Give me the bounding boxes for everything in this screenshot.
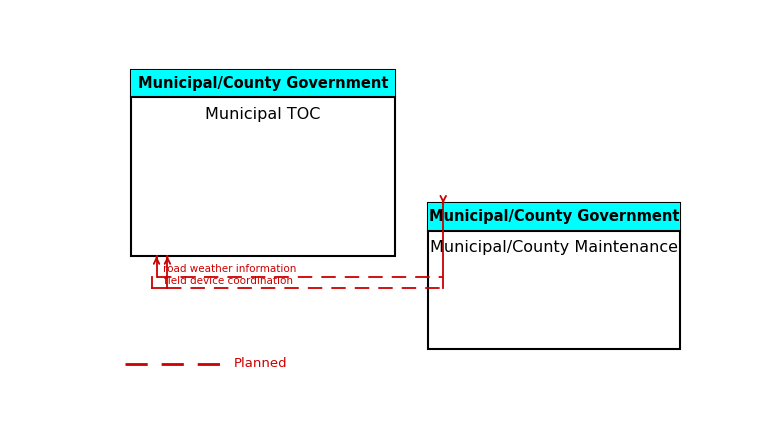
Text: Municipal/County Government: Municipal/County Government (429, 209, 679, 224)
Bar (131, 69, 395, 97)
Bar (131, 69, 395, 256)
Text: Planned: Planned (234, 357, 288, 370)
Text: road weather information: road weather information (163, 264, 296, 274)
Text: Municipal/County Maintenance: Municipal/County Maintenance (430, 240, 678, 255)
Text: Municipal TOC: Municipal TOC (205, 107, 321, 122)
Bar (428, 203, 680, 349)
Text: Municipal/County Government: Municipal/County Government (138, 76, 388, 91)
Text: field device coordination: field device coordination (164, 276, 293, 286)
Bar (428, 203, 680, 230)
